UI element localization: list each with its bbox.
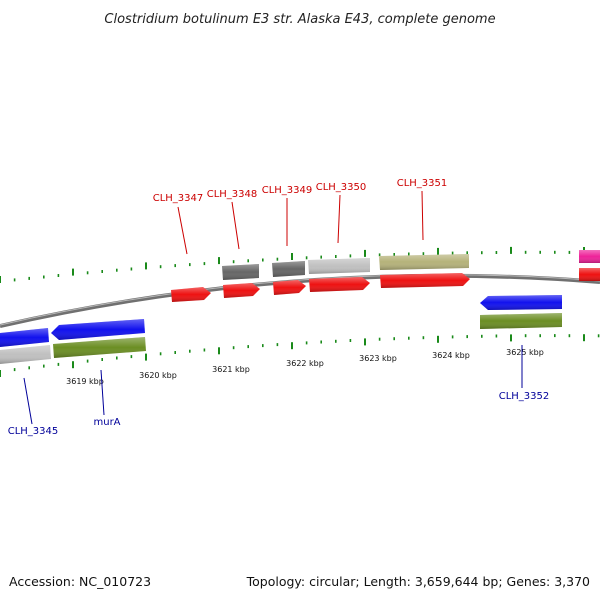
- map-title: Clostridium botulinum E3 str. Alaska E43…: [104, 12, 495, 27]
- genome-backbone: [0, 273, 600, 328]
- scale-label-3619: 3619 kbp: [66, 377, 104, 386]
- scale-label-3624: 3624 kbp: [432, 351, 470, 360]
- scale-label-3623: 3623 kbp: [359, 354, 397, 363]
- scale-labels: 3619 kbp 3620 kbp 3621 kbp 3622 kbp 3623…: [66, 348, 544, 386]
- gene-label-clh-3348[interactable]: CLH_3348: [207, 189, 258, 200]
- accession-text: Accession: NC_010723: [9, 574, 151, 589]
- scale-label-3621: 3621 kbp: [212, 365, 250, 374]
- gene-label-clh-3351[interactable]: CLH_3351: [397, 178, 448, 189]
- gene-label-clh-3349[interactable]: CLH_3349: [262, 185, 313, 196]
- gene-label-clh-3350[interactable]: CLH_3350: [316, 182, 367, 193]
- gene-labels: CLH_3347 CLH_3348 CLH_3349 CLH_3350 CLH_…: [8, 178, 550, 437]
- inner-tick-ring: [0, 334, 600, 377]
- scale-label-3622: 3622 kbp: [286, 359, 324, 368]
- reverse-strand-features: [0, 295, 562, 364]
- gene-label-clh-3345[interactable]: CLH_3345: [8, 426, 59, 437]
- scale-label-3625: 3625 kbp: [506, 348, 544, 357]
- outer-tick-ring: [0, 246, 600, 283]
- scale-label-3620: 3620 kbp: [139, 371, 177, 380]
- gene-label-clh-3352[interactable]: CLH_3352: [499, 391, 550, 402]
- genome-backbone-highlight: [0, 274, 600, 326]
- genome-stats-text: Topology: circular; Length: 3,659,644 bp…: [246, 574, 590, 589]
- gene-label-clh-3347[interactable]: CLH_3347: [153, 193, 204, 204]
- forward-strand-features: [171, 250, 600, 302]
- gene-label-mura[interactable]: murA: [93, 417, 120, 428]
- label-leaders: [23, 190, 523, 425]
